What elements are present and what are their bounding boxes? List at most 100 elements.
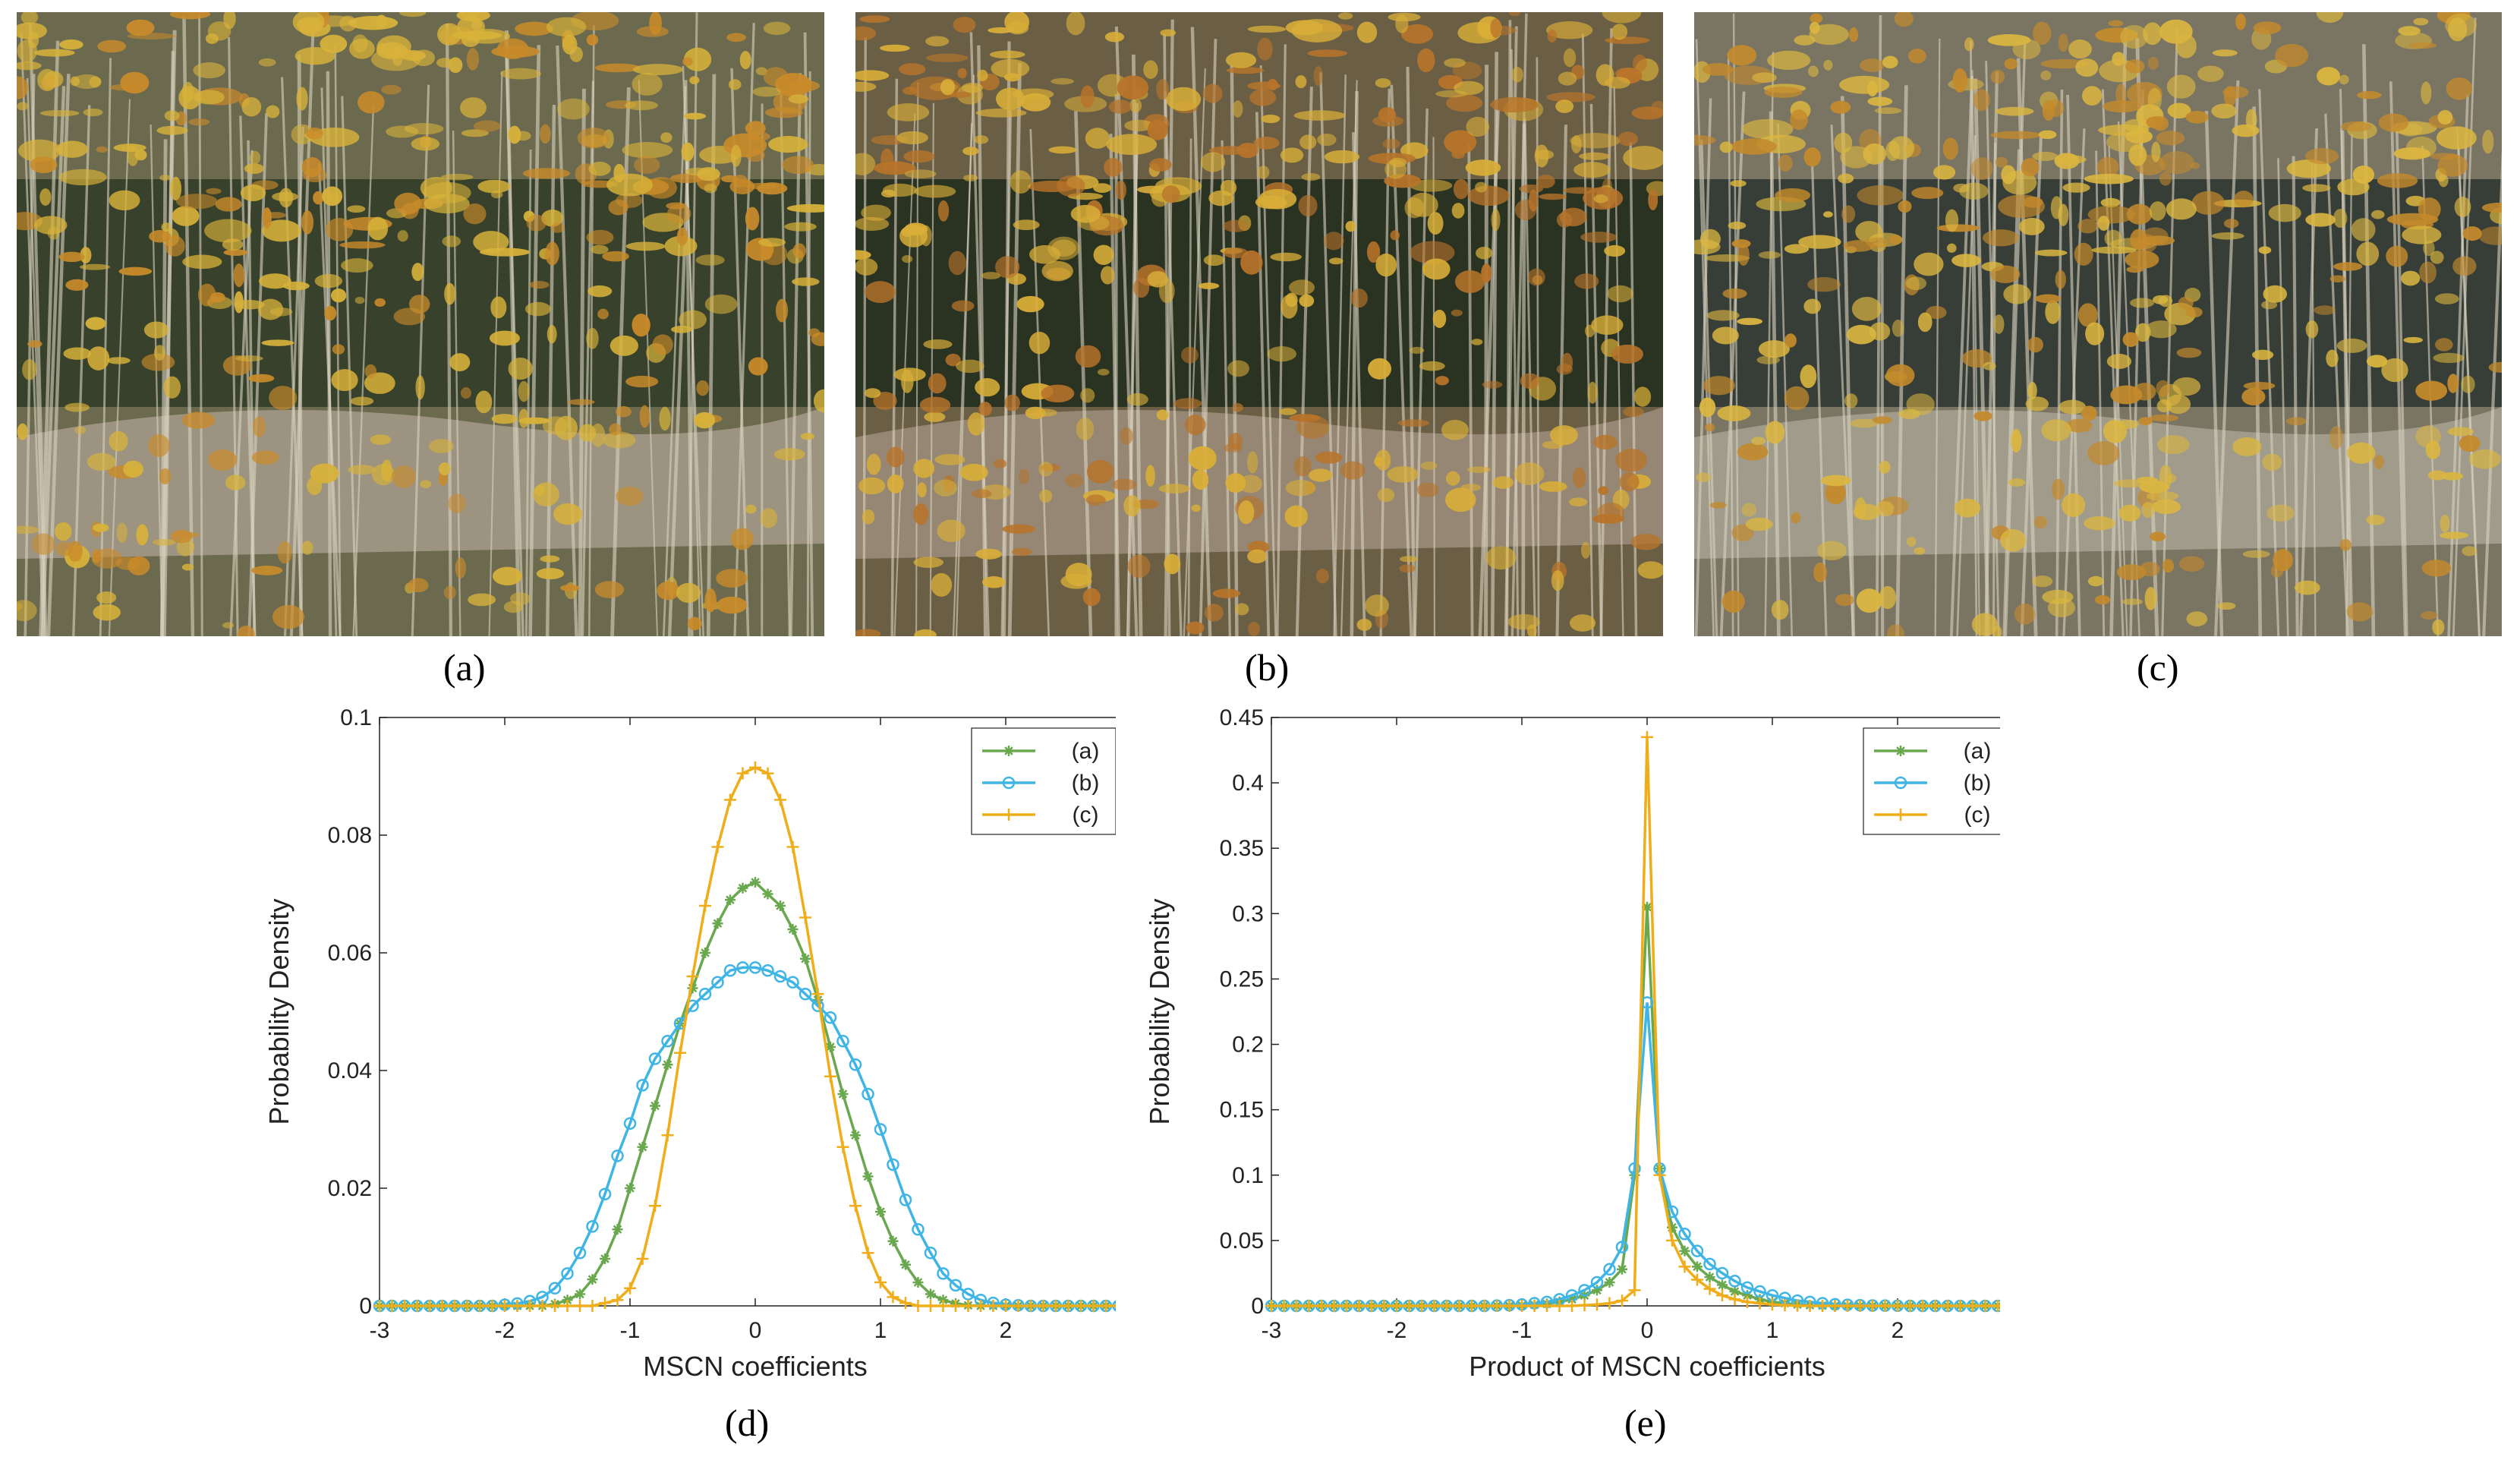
photo-leaf — [652, 334, 673, 355]
data-point — [1604, 1277, 1615, 1288]
photo-leaf — [1471, 339, 1483, 345]
photo-leaf — [594, 63, 641, 73]
photo-leaf — [85, 317, 106, 330]
photo-leaf — [1696, 472, 1712, 483]
photo-leaf — [679, 310, 707, 330]
photo-leaf — [301, 541, 313, 555]
photo-leaf — [1133, 277, 1150, 298]
photo-leaf — [408, 578, 429, 593]
photo-leaf — [913, 459, 935, 478]
photo-leaf — [1905, 276, 1927, 291]
data-point — [799, 988, 812, 1001]
photo-leaf — [1838, 173, 1854, 184]
photo-leaf — [2430, 153, 2459, 160]
data-point — [1678, 1228, 1691, 1241]
photo-leaf — [87, 346, 110, 371]
photo-leaf — [1161, 185, 1180, 203]
photo-leaf — [962, 147, 979, 156]
photo-leaf — [1232, 402, 1243, 412]
photo-leaf — [2027, 381, 2037, 400]
photo-leaf — [720, 175, 739, 183]
photo-leaf — [272, 604, 305, 629]
legend-label: (a) — [1964, 739, 1992, 764]
photo-leaf — [364, 364, 377, 379]
photo-leaf — [1784, 386, 1810, 411]
photo-leaf — [159, 175, 171, 181]
photo-leaf — [676, 582, 701, 604]
data-point — [398, 1300, 411, 1312]
data-point — [1441, 1300, 1453, 1312]
data-point — [724, 793, 736, 806]
data-point — [887, 1291, 899, 1304]
photo-leaf — [2125, 59, 2145, 74]
photo-leaf — [2143, 22, 2162, 46]
data-point — [1050, 1300, 1062, 1312]
photo-leaf — [682, 57, 693, 66]
photo-leaf — [1632, 54, 1647, 72]
photo-leaf — [1013, 219, 1040, 231]
photo-leaf — [745, 207, 760, 231]
photo-leaf — [1874, 107, 1902, 115]
data-point — [750, 877, 761, 888]
photo-leaf — [683, 47, 712, 71]
photo-leaf — [2100, 197, 2121, 208]
data-point — [650, 1100, 660, 1112]
x-tick-label: -1 — [620, 1318, 641, 1343]
data-point — [887, 1235, 899, 1247]
photo-leaf — [993, 459, 1007, 468]
photo-branch — [2447, 94, 2469, 636]
photo-leaf — [995, 256, 1020, 279]
photo-leaf — [1482, 380, 1503, 389]
y-tick-label: 0 — [1251, 1294, 1264, 1319]
photo-leaf — [1247, 541, 1270, 553]
photo-branch — [1199, 39, 1217, 636]
photo-leaf — [1085, 128, 1110, 149]
photo-leaf — [265, 212, 286, 219]
photo-leaf — [959, 463, 988, 481]
photo-leaf — [1598, 486, 1609, 495]
photo-leaf — [967, 412, 985, 436]
photo-leaf — [594, 581, 625, 598]
photo-leaf — [1143, 60, 1158, 79]
photo-leaf — [491, 414, 518, 424]
photo-leaf — [1451, 309, 1463, 317]
photo-leaf — [1764, 87, 1803, 98]
photo-leaf — [634, 156, 660, 174]
data-point — [1892, 1300, 1904, 1312]
photo-leaf — [1080, 388, 1095, 403]
photo-leaf — [241, 96, 262, 117]
photo-leaf — [541, 209, 564, 227]
photo-leaf — [1888, 235, 1902, 244]
data-point — [1340, 1300, 1353, 1312]
photo-leaf — [2156, 380, 2170, 397]
photo-leaf — [1289, 279, 1315, 296]
photo-leaf — [2146, 490, 2179, 501]
photo-leaf — [1727, 45, 1757, 66]
photo-leaf — [811, 332, 824, 346]
photo-leaf — [1285, 20, 1324, 36]
photo-leaf — [855, 81, 877, 92]
data-point — [662, 1059, 673, 1071]
photo-leaf — [391, 465, 416, 488]
photo-leaf — [1257, 37, 1273, 61]
photo-leaf — [2304, 148, 2339, 165]
photo-leaf — [2149, 201, 2166, 221]
photo-leaf — [1637, 561, 1663, 579]
photo-leaf — [546, 17, 587, 37]
photo-leaf — [1703, 376, 1736, 396]
data-point — [1553, 1300, 1566, 1312]
photo-leaf — [2437, 109, 2453, 125]
photo-leaf — [616, 486, 644, 506]
photo-leaf — [496, 38, 529, 59]
data-point — [424, 1300, 436, 1312]
chart-e: -3-2-1012300.050.10.150.20.250.30.350.40… — [1142, 653, 2000, 1443]
photo-leaf — [1945, 209, 1959, 232]
photo-leaf — [22, 359, 37, 380]
photo-leaf — [508, 125, 521, 144]
photo-leaf — [96, 591, 117, 604]
photo-leaf — [2023, 196, 2043, 208]
data-point — [786, 840, 799, 853]
photo-leaf — [2041, 419, 2071, 442]
photo-leaf — [981, 272, 1001, 279]
photo-leaf — [1555, 99, 1574, 113]
